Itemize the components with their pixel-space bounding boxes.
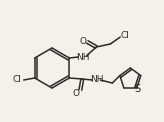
Text: Cl: Cl (121, 31, 130, 41)
Text: S: S (135, 84, 141, 94)
Text: Cl: Cl (12, 76, 21, 85)
Text: NH: NH (77, 52, 90, 61)
Text: O: O (80, 36, 87, 46)
Text: O: O (73, 90, 80, 98)
Text: NH: NH (91, 76, 104, 85)
